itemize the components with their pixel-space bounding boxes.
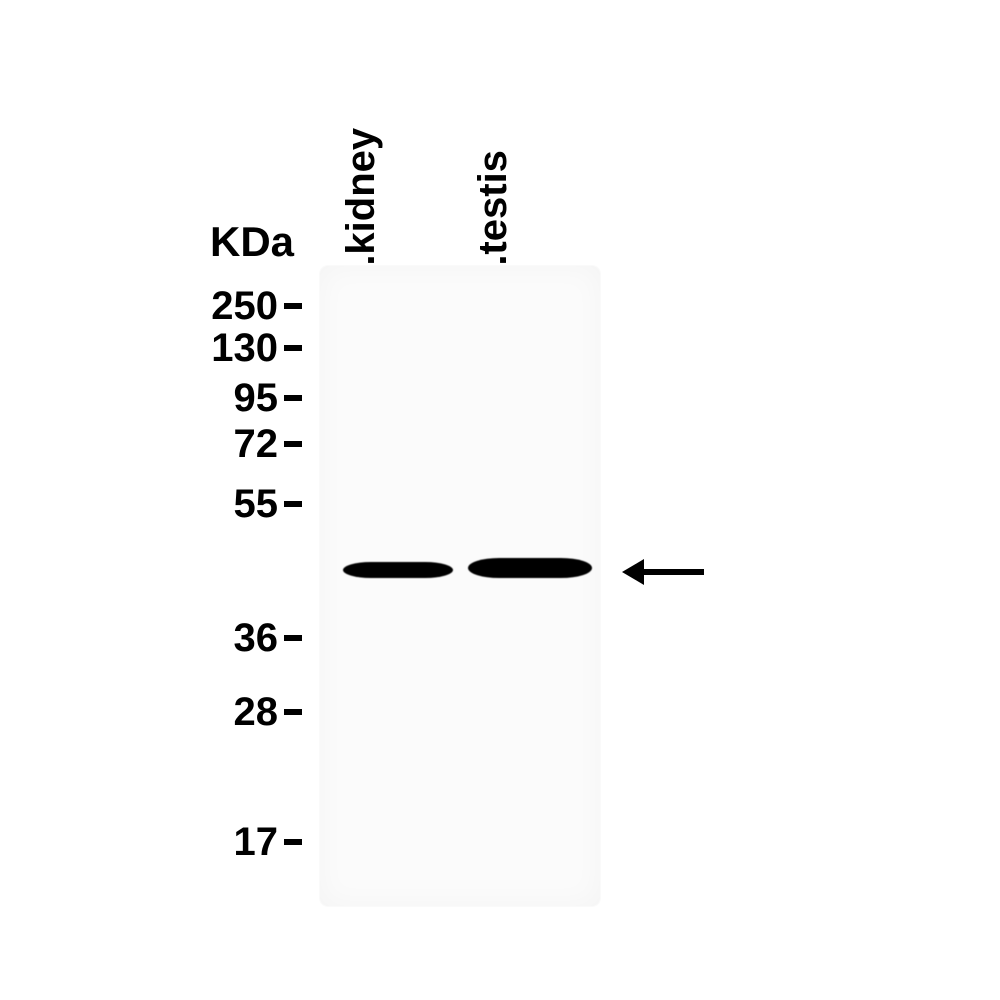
marker-95: 95	[152, 378, 302, 418]
marker-tick	[284, 303, 302, 309]
kda-header: KDa	[210, 218, 294, 266]
marker-tick	[284, 345, 302, 351]
marker-label: 28	[152, 690, 278, 735]
marker-label: 250	[152, 284, 278, 329]
marker-label: 72	[152, 422, 278, 467]
marker-label: 36	[152, 616, 278, 661]
marker-tick	[284, 395, 302, 401]
marker-36: 36	[152, 618, 302, 658]
marker-tick	[284, 709, 302, 715]
marker-label: 95	[152, 376, 278, 421]
figure-canvas: KDa 250 130 95 72 55 36 28 17 M.kidney M…	[0, 0, 1000, 1000]
arrow-shaft	[644, 569, 704, 575]
marker-250: 250	[152, 286, 302, 326]
marker-55: 55	[152, 484, 302, 524]
band-arrow-icon	[622, 559, 704, 585]
marker-tick	[284, 635, 302, 641]
band-lane-2	[468, 558, 592, 578]
marker-72: 72	[152, 424, 302, 464]
marker-tick	[284, 441, 302, 447]
band-lane-1	[343, 562, 453, 578]
marker-label: 55	[152, 482, 278, 527]
blot-membrane	[320, 266, 600, 906]
marker-17: 17	[152, 822, 302, 862]
marker-label: 130	[152, 326, 278, 371]
marker-tick	[284, 501, 302, 507]
marker-label: 17	[152, 820, 278, 865]
marker-tick	[284, 839, 302, 845]
marker-28: 28	[152, 692, 302, 732]
marker-130: 130	[152, 328, 302, 368]
arrow-head-icon	[622, 559, 644, 585]
